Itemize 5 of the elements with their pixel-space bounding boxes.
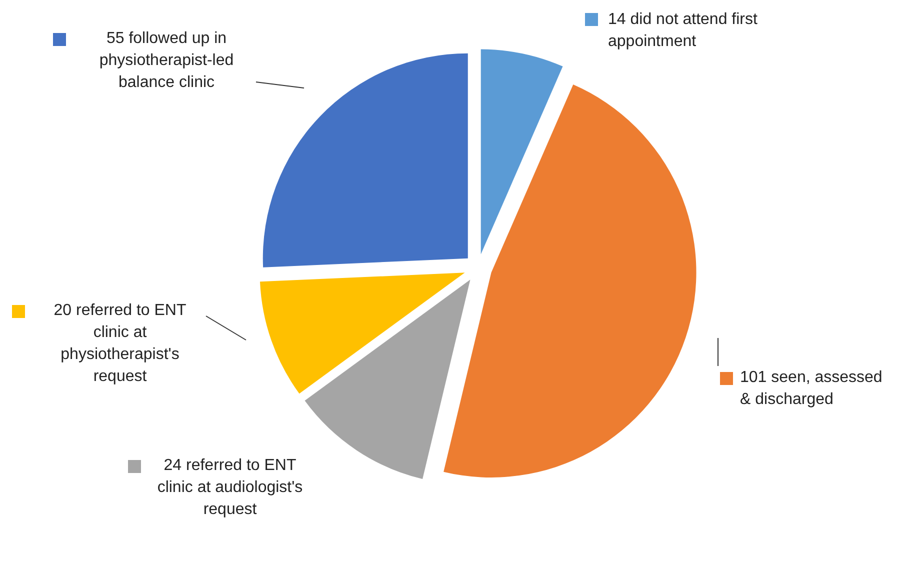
legend-label: 55 followed up in physiotherapist-led balance clinic	[98, 29, 235, 93]
legend-label: 14 did not attend first appointment	[608, 10, 758, 52]
legend-label: 24 referred to ENT clinic at audiologist's request	[156, 456, 304, 520]
legend-label: 20 referred to ENT clinic at physiotherapist's request	[52, 301, 188, 387]
legend-label: 101 seen, assessed & discharged	[740, 368, 884, 410]
